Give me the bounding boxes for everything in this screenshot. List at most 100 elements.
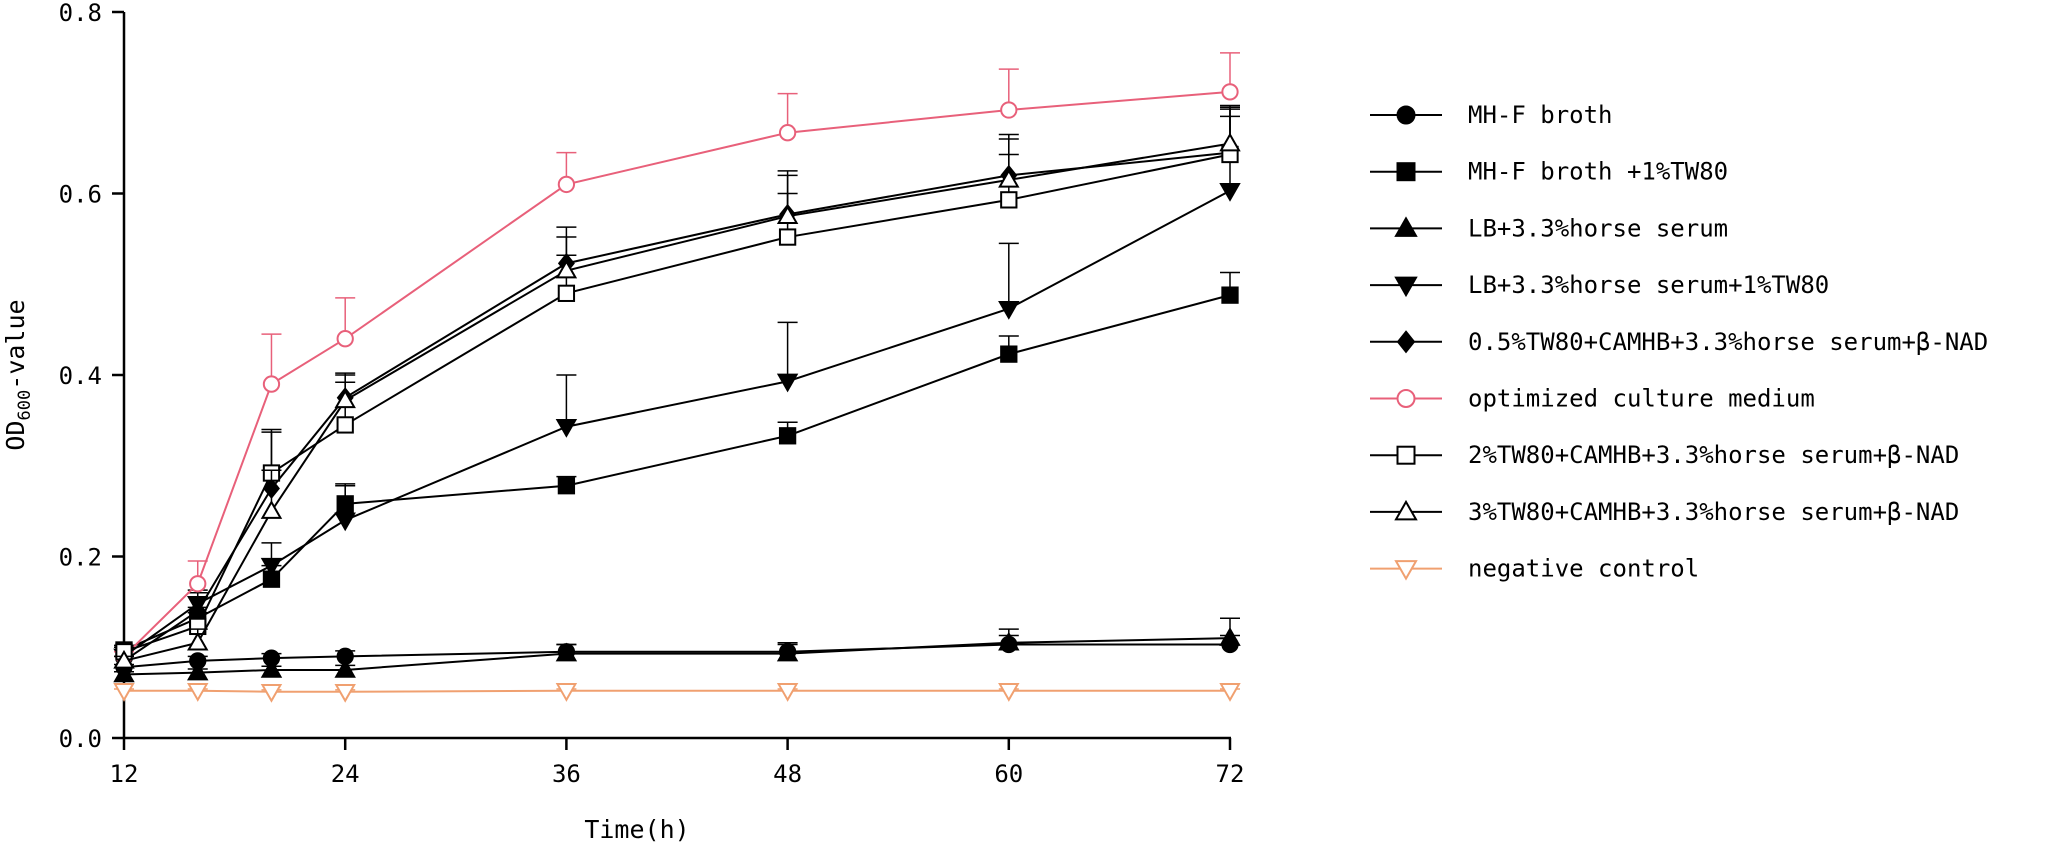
legend-item: 3%TW80+CAMHB+3.3%horse serum+β-NAD: [1370, 498, 1959, 526]
legend-item: MH-F broth +1%TW80: [1370, 158, 1728, 186]
y-axis-title-rest: -value: [1, 299, 30, 389]
series-4: [113, 108, 1241, 668]
x-tick-label: 72: [1216, 760, 1245, 788]
legend-item: 2%TW80+CAMHB+3.3%horse serum+β-NAD: [1370, 441, 1959, 469]
legend-label: LB+3.3%horse serum: [1468, 214, 1728, 242]
data-point: [555, 683, 578, 702]
data-point: [113, 683, 135, 702]
data-point: [776, 683, 799, 702]
legend-marker: [1396, 445, 1416, 465]
data-point: [334, 683, 356, 703]
legend-marker: [1396, 389, 1416, 408]
legend-item: optimized culture medium: [1370, 385, 1815, 413]
data-point: [1219, 183, 1241, 202]
data-point: [1219, 683, 1241, 702]
series-line: [123, 643, 1230, 669]
data-point: [334, 658, 356, 678]
legend-label: negative control: [1468, 555, 1699, 583]
data-point: [555, 642, 578, 662]
series-line: [123, 153, 1231, 653]
axes-layer: 12 24 36 48 60 72 0.0 0.2 0.4 0.6 0.8 Time(h) OD6…: [1, 0, 1244, 844]
legend-item: LB+3.3%horse serum+1%TW80: [1370, 271, 1829, 299]
data-point: [187, 631, 209, 651]
legend-label: optimized culture medium: [1468, 385, 1815, 413]
data-point: [187, 661, 209, 681]
legend-label: 2%TW80+CAMHB+3.3%horse serum+β-NAD: [1468, 441, 1959, 469]
x-tick-label: 12: [110, 760, 139, 788]
series-line: [124, 689, 1230, 693]
series-line: [123, 142, 1231, 662]
y-tick-label: 0.0: [59, 725, 102, 753]
series-3: [113, 617, 1241, 683]
data-point: [189, 575, 207, 593]
data-point: [1221, 286, 1239, 304]
y-axis-title-subscript: 600: [15, 390, 35, 421]
y-tick-label: 0.6: [59, 181, 102, 209]
legend-label: MH-F broth: [1468, 101, 1613, 129]
data-point: [1219, 132, 1241, 152]
data-point: [1000, 101, 1018, 119]
data-point: [262, 375, 281, 393]
data-point: [260, 683, 283, 703]
series-7: [114, 106, 1240, 661]
series-5: [114, 115, 1240, 672]
x-axis-title: Time(h): [584, 815, 689, 844]
legend-marker: [1394, 499, 1418, 521]
data-point: [334, 389, 356, 409]
data-point: [336, 330, 354, 348]
data-point: [557, 284, 576, 302]
legend-item: LB+3.3%horse serum: [1370, 214, 1728, 242]
series-line: [123, 294, 1231, 651]
data-point: [1000, 345, 1018, 363]
data-point: [555, 259, 578, 279]
series-6: [114, 52, 1240, 665]
legend-marker: [1396, 105, 1416, 125]
data-point: [776, 205, 799, 224]
x-tick-label: 48: [773, 760, 802, 788]
data-point: [1219, 627, 1241, 646]
data-point: [113, 663, 135, 683]
legend-label: LB+3.3%horse serum+1%TW80: [1468, 271, 1829, 299]
data-point: [334, 512, 356, 532]
data-point: [557, 175, 576, 194]
series-line: [123, 189, 1231, 658]
data-point: [555, 418, 578, 438]
data-point: [260, 658, 283, 678]
legend-marker: [1396, 162, 1416, 182]
legend-marker: [1396, 330, 1416, 354]
data-point: [776, 373, 799, 393]
data-point: [998, 631, 1020, 651]
series-8: [113, 104, 1241, 669]
y-axis-title: OD600-value: [1, 299, 35, 450]
x-tick-label: 24: [331, 760, 360, 788]
series-line: [123, 637, 1231, 676]
legend-item: 0.5%TW80+CAMHB+3.3%horse serum+β-NAD: [1370, 328, 1988, 356]
data-point: [557, 477, 576, 495]
data-point: [778, 427, 797, 445]
legend-label: 0.5%TW80+CAMHB+3.3%horse serum+β-NAD: [1468, 328, 1988, 356]
x-ticks: 12 24 36 48 60 72: [110, 738, 1245, 788]
x-tick-label: 36: [552, 760, 581, 788]
data-point: [1221, 83, 1239, 101]
data-point: [260, 557, 283, 577]
series-line: [123, 151, 1231, 662]
legend-marker: [1394, 216, 1418, 237]
legend-marker: [1394, 276, 1418, 298]
data-point: [336, 416, 354, 434]
y-tick-label: 0.2: [59, 544, 102, 572]
data-point: [998, 301, 1020, 320]
legend-item: MH-F broth: [1370, 101, 1613, 129]
data-point: [776, 642, 799, 662]
legend-label: 3%TW80+CAMHB+3.3%horse serum+β-NAD: [1468, 498, 1959, 526]
series-9: [113, 683, 1241, 703]
y-axis-title-main: OD: [1, 420, 30, 450]
x-tick-label: 60: [994, 760, 1023, 788]
data-point: [260, 500, 283, 519]
series-line: [123, 90, 1231, 658]
data-point: [778, 228, 797, 246]
legend-label: MH-F broth +1%TW80: [1468, 158, 1728, 186]
legend-item: negative control: [1370, 555, 1699, 583]
data-point: [778, 124, 797, 142]
